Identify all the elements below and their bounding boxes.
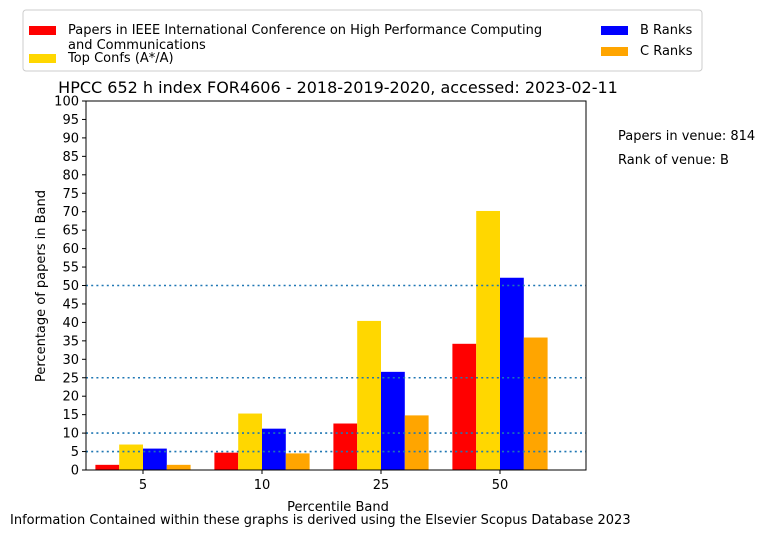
bar-0000ff-10: [262, 428, 286, 470]
bar-ffd700-5: [119, 444, 143, 470]
y-tick-label: 35: [62, 334, 79, 349]
y-tick-label: 0: [71, 464, 79, 479]
chart-title: HPCC 652 h index FOR4606 - 2018-2019-202…: [58, 78, 618, 97]
bar-ff0000-10: [214, 452, 239, 470]
bar-ff0000-50: [452, 343, 477, 470]
y-axis-title: Percentage of papers in Band: [34, 190, 49, 382]
y-tick-label: 100: [54, 95, 79, 110]
bar-ffa500-50: [523, 337, 548, 470]
legend: Papers in IEEE International Conference …: [22, 9, 703, 72]
y-tick-label: 55: [62, 261, 79, 276]
y-tick-label: 95: [62, 113, 79, 128]
legend-label: B Ranks: [640, 23, 693, 38]
x-axis-title: Percentile Band: [287, 500, 389, 515]
legend-frame: [22, 9, 703, 72]
y-tick-label: 30: [62, 353, 79, 368]
bar-ffa500-5: [166, 464, 191, 470]
y-tick-label: 10: [62, 427, 79, 442]
y-tick-label: 80: [62, 168, 79, 183]
bar-ffd700-25: [357, 320, 381, 470]
legend-label: Top Confs (A*/A): [67, 51, 174, 66]
y-tick-label: 15: [62, 408, 79, 423]
bar-ff0000-5: [95, 464, 120, 470]
y-tick-label: 20: [62, 390, 79, 405]
y-tick-label: 50: [62, 279, 79, 294]
rank-of-venue-text: Rank of venue: B: [618, 153, 729, 168]
source-footer: Information Contained within these graph…: [10, 513, 631, 528]
x-tick-label: 10: [254, 478, 271, 493]
y-tick-label: 60: [62, 242, 79, 257]
y-tick-label: 5: [71, 445, 79, 460]
legend-label: Papers in IEEE International Conference …: [68, 23, 542, 38]
y-tick-label: 85: [62, 150, 79, 165]
plot-area: 0 5 10 15 20 25 30 35 40 45 50 55 60 65 70 75 80 85 90 95 10…: [54, 95, 587, 493]
legend-swatch: [601, 47, 628, 56]
y-tick-label: 70: [62, 205, 79, 220]
bar-0000ff-5: [143, 448, 167, 470]
legend-swatch: [29, 26, 56, 35]
bar-ffd700-10: [238, 413, 262, 470]
y-tick-label: 45: [62, 297, 79, 312]
legend-label: C Ranks: [640, 44, 693, 59]
bar-0000ff-50: [500, 277, 524, 470]
y-tick-label: 90: [62, 131, 79, 146]
x-tick-label: 5: [139, 478, 147, 493]
bar-ff0000-25: [333, 423, 358, 470]
papers-in-venue-text: Papers in venue: 814: [618, 129, 755, 144]
y-tick-label: 75: [62, 187, 79, 202]
bar-0000ff-25: [381, 371, 405, 470]
y-tick-label: 40: [62, 316, 79, 331]
legend-label: and Communications: [68, 38, 206, 53]
x-tick-label: 25: [373, 478, 390, 493]
y-tick-label: 65: [62, 224, 79, 239]
bar-ffa500-10: [285, 453, 310, 470]
bar-ffa500-25: [404, 415, 429, 470]
y-tick-label: 25: [62, 371, 79, 386]
legend-swatch: [29, 54, 56, 63]
bar-ffd700-50: [476, 210, 500, 470]
legend-swatch: [601, 26, 628, 35]
x-tick-label: 50: [492, 478, 509, 493]
